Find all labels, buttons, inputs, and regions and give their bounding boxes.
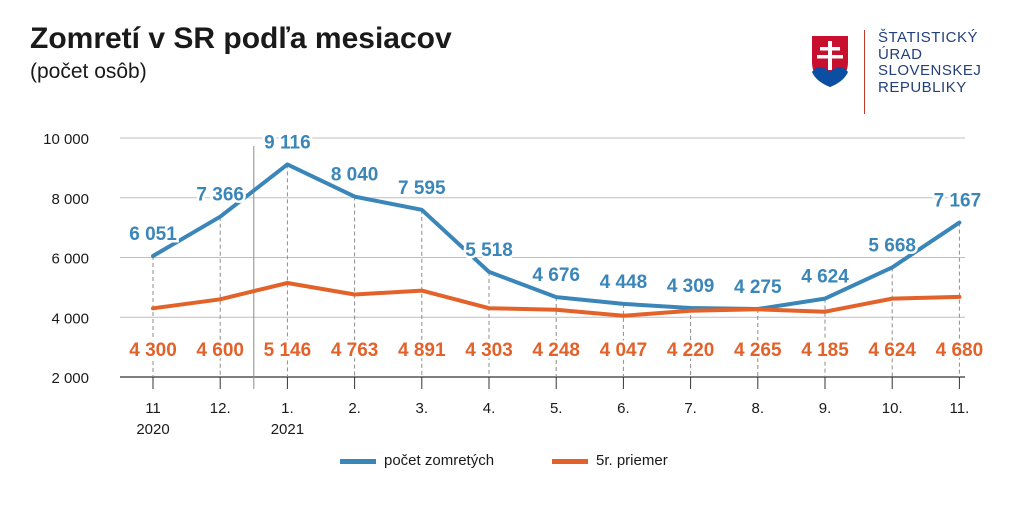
x-tick-label: 9. <box>819 400 832 417</box>
data-label-deaths: 9 116 <box>264 132 311 153</box>
data-label-average: 4 624 <box>868 340 916 361</box>
y-tick-label: 2 000 <box>51 370 89 387</box>
statistical-office-logo: ŠTATISTICKÝ ÚRAD SLOVENSKEJ REPUBLIKY <box>810 29 1000 116</box>
x-tick-label: 1. <box>281 400 294 417</box>
data-label-average: 4 047 <box>600 340 648 361</box>
slovak-coat-of-arms-icon <box>812 36 848 87</box>
data-label-average: 4 680 <box>936 340 984 361</box>
data-label-deaths: 7 595 <box>398 178 446 199</box>
x-tick-label: 5. <box>550 400 563 417</box>
year-label: 2021 <box>271 421 304 438</box>
data-label-deaths: 4 448 <box>600 272 648 293</box>
org-line: SLOVENSKEJ <box>878 62 982 79</box>
x-tick-label: 4. <box>483 400 496 417</box>
chart-title: Zomretí v SR podľa mesiacov <box>30 22 452 55</box>
legend-swatch-average <box>552 458 588 464</box>
legend-label-deaths: počet zomretých <box>384 452 495 469</box>
data-label-average: 4 763 <box>331 340 379 361</box>
x-tick-label: 10. <box>882 400 903 417</box>
data-label-deaths: 4 275 <box>734 277 782 298</box>
data-label-average: 4 600 <box>196 340 244 361</box>
series-line-deaths <box>151 162 962 311</box>
x-tick-label: 2. <box>348 400 361 417</box>
y-tick-label: 4 000 <box>51 310 89 327</box>
data-label-deaths: 7 366 <box>196 185 244 206</box>
data-label-average: 5 146 <box>264 340 312 361</box>
legend-label-average: 5r. priemer <box>596 452 668 469</box>
org-line: ÚRAD <box>878 45 923 63</box>
x-tick-label: 6. <box>617 400 630 417</box>
data-label-average: 4 220 <box>667 340 715 361</box>
data-label-average: 4 300 <box>129 340 177 361</box>
x-tick-label: 11 <box>145 400 161 417</box>
legend-item-average: 5r. priemer <box>552 452 668 469</box>
organization-name: ŠTATISTICKÝ ÚRAD SLOVENSKEJ REPUBLIKY <box>878 29 982 96</box>
data-label-deaths: 4 309 <box>667 276 715 297</box>
data-label-average: 4 303 <box>465 340 513 361</box>
x-tick-label: 8. <box>752 400 765 417</box>
data-label-average: 4 265 <box>734 340 782 361</box>
series-line-average <box>151 281 962 318</box>
data-label-average: 4 891 <box>398 340 446 361</box>
data-label-deaths: 5 518 <box>465 240 513 261</box>
x-tick-label: 11. <box>950 400 970 417</box>
data-label-deaths: 8 040 <box>331 165 379 186</box>
x-tick-label: 7. <box>684 400 697 417</box>
x-tick-label: 12. <box>210 400 231 417</box>
data-label-deaths: 4 676 <box>532 265 580 286</box>
legend-item-deaths: počet zomretých <box>340 452 494 469</box>
y-tick-label: 6 000 <box>51 251 89 268</box>
y-tick-label: 10 000 <box>43 131 89 148</box>
chart-subtitle: (počet osôb) <box>30 60 147 83</box>
data-label-average: 4 185 <box>801 340 849 361</box>
x-tick-label: 3. <box>416 400 429 417</box>
legend-swatch-deaths <box>340 458 376 464</box>
y-tick-label: 8 000 <box>51 191 89 208</box>
logo-divider <box>864 30 865 114</box>
data-label-deaths: 5 668 <box>868 235 916 256</box>
data-label-deaths: 7 167 <box>934 191 982 212</box>
org-line: ŠTATISTICKÝ <box>878 29 978 46</box>
data-label-deaths: 4 624 <box>801 267 849 288</box>
org-line: REPUBLIKY <box>878 78 967 96</box>
year-label: 2020 <box>136 421 169 438</box>
data-label-average: 4 248 <box>532 340 580 361</box>
data-label-deaths: 6 051 <box>129 224 177 245</box>
